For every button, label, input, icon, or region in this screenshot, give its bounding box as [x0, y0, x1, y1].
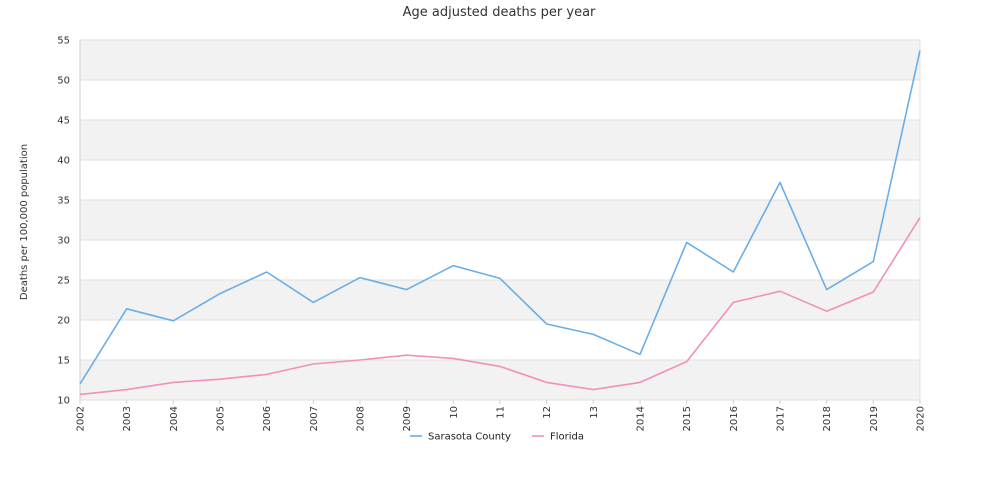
legend-item[interactable]: Florida [532, 432, 584, 443]
legend-label: Florida [550, 432, 584, 443]
x-tick-label: 2007 [309, 406, 320, 431]
x-tick-label: 2004 [169, 406, 180, 431]
y-tick-label: 30 [57, 236, 70, 247]
y-tick-label: 50 [57, 76, 70, 87]
grid-band [80, 280, 920, 320]
grid-lines [79, 39, 921, 401]
legend-label: Sarasota County [428, 432, 511, 443]
x-tick-label: 2020 [916, 406, 927, 431]
grid-band [80, 320, 920, 360]
y-axis-label: Deaths per 100,000 population [19, 144, 30, 300]
x-tick-label: 2008 [356, 406, 367, 431]
x-tick-label: 10 [449, 406, 460, 419]
x-tick-label: 2019 [869, 406, 880, 431]
series-lines [79, 50, 921, 396]
x-tick-label: 2016 [729, 406, 740, 431]
y-axis-ticks: 10 15 20 25 30 35 40 45 50 55 [57, 36, 70, 407]
x-tick-label: 2018 [822, 406, 833, 431]
series-line[interactable] [79, 217, 921, 396]
y-tick-label: 25 [57, 276, 70, 287]
chart-title: Age adjusted deaths per year [403, 5, 596, 20]
y-tick-label: 55 [57, 36, 70, 47]
grid-band [80, 160, 920, 200]
y-tick-label: 10 [57, 396, 70, 407]
legend[interactable]: Sarasota County Florida [410, 432, 584, 443]
grid-band [80, 80, 920, 120]
grid-bands [80, 40, 920, 400]
x-tick-label: 12 [542, 406, 553, 419]
x-tick-label: 2002 [76, 406, 87, 431]
y-tick-label: 40 [57, 156, 70, 167]
x-tick-label: 2014 [636, 406, 647, 431]
grid-band [80, 40, 920, 80]
y-tick-label: 35 [57, 196, 70, 207]
y-tick-label: 20 [57, 316, 70, 327]
grid-band [80, 120, 920, 160]
legend-item[interactable]: Sarasota County [410, 432, 511, 443]
x-tick-label: 13 [589, 406, 600, 419]
x-tick-label: 2015 [682, 406, 693, 431]
series-line[interactable] [79, 50, 921, 385]
y-tick-label: 45 [57, 116, 70, 127]
x-tick-label: 11 [496, 406, 507, 419]
x-tick-label: 2017 [776, 406, 787, 431]
x-tick-label: 2006 [262, 406, 273, 431]
x-tick-label: 2003 [122, 406, 133, 431]
x-tick-label: 2009 [402, 406, 413, 431]
x-axis-ticks: 2002 2003 2004 2005 2006 2007 2008 2009 10 11 12 13… [76, 400, 927, 431]
grid-band [80, 200, 920, 240]
grid-band [80, 240, 920, 280]
x-tick-label: 2005 [216, 406, 227, 431]
y-tick-label: 15 [57, 356, 70, 367]
